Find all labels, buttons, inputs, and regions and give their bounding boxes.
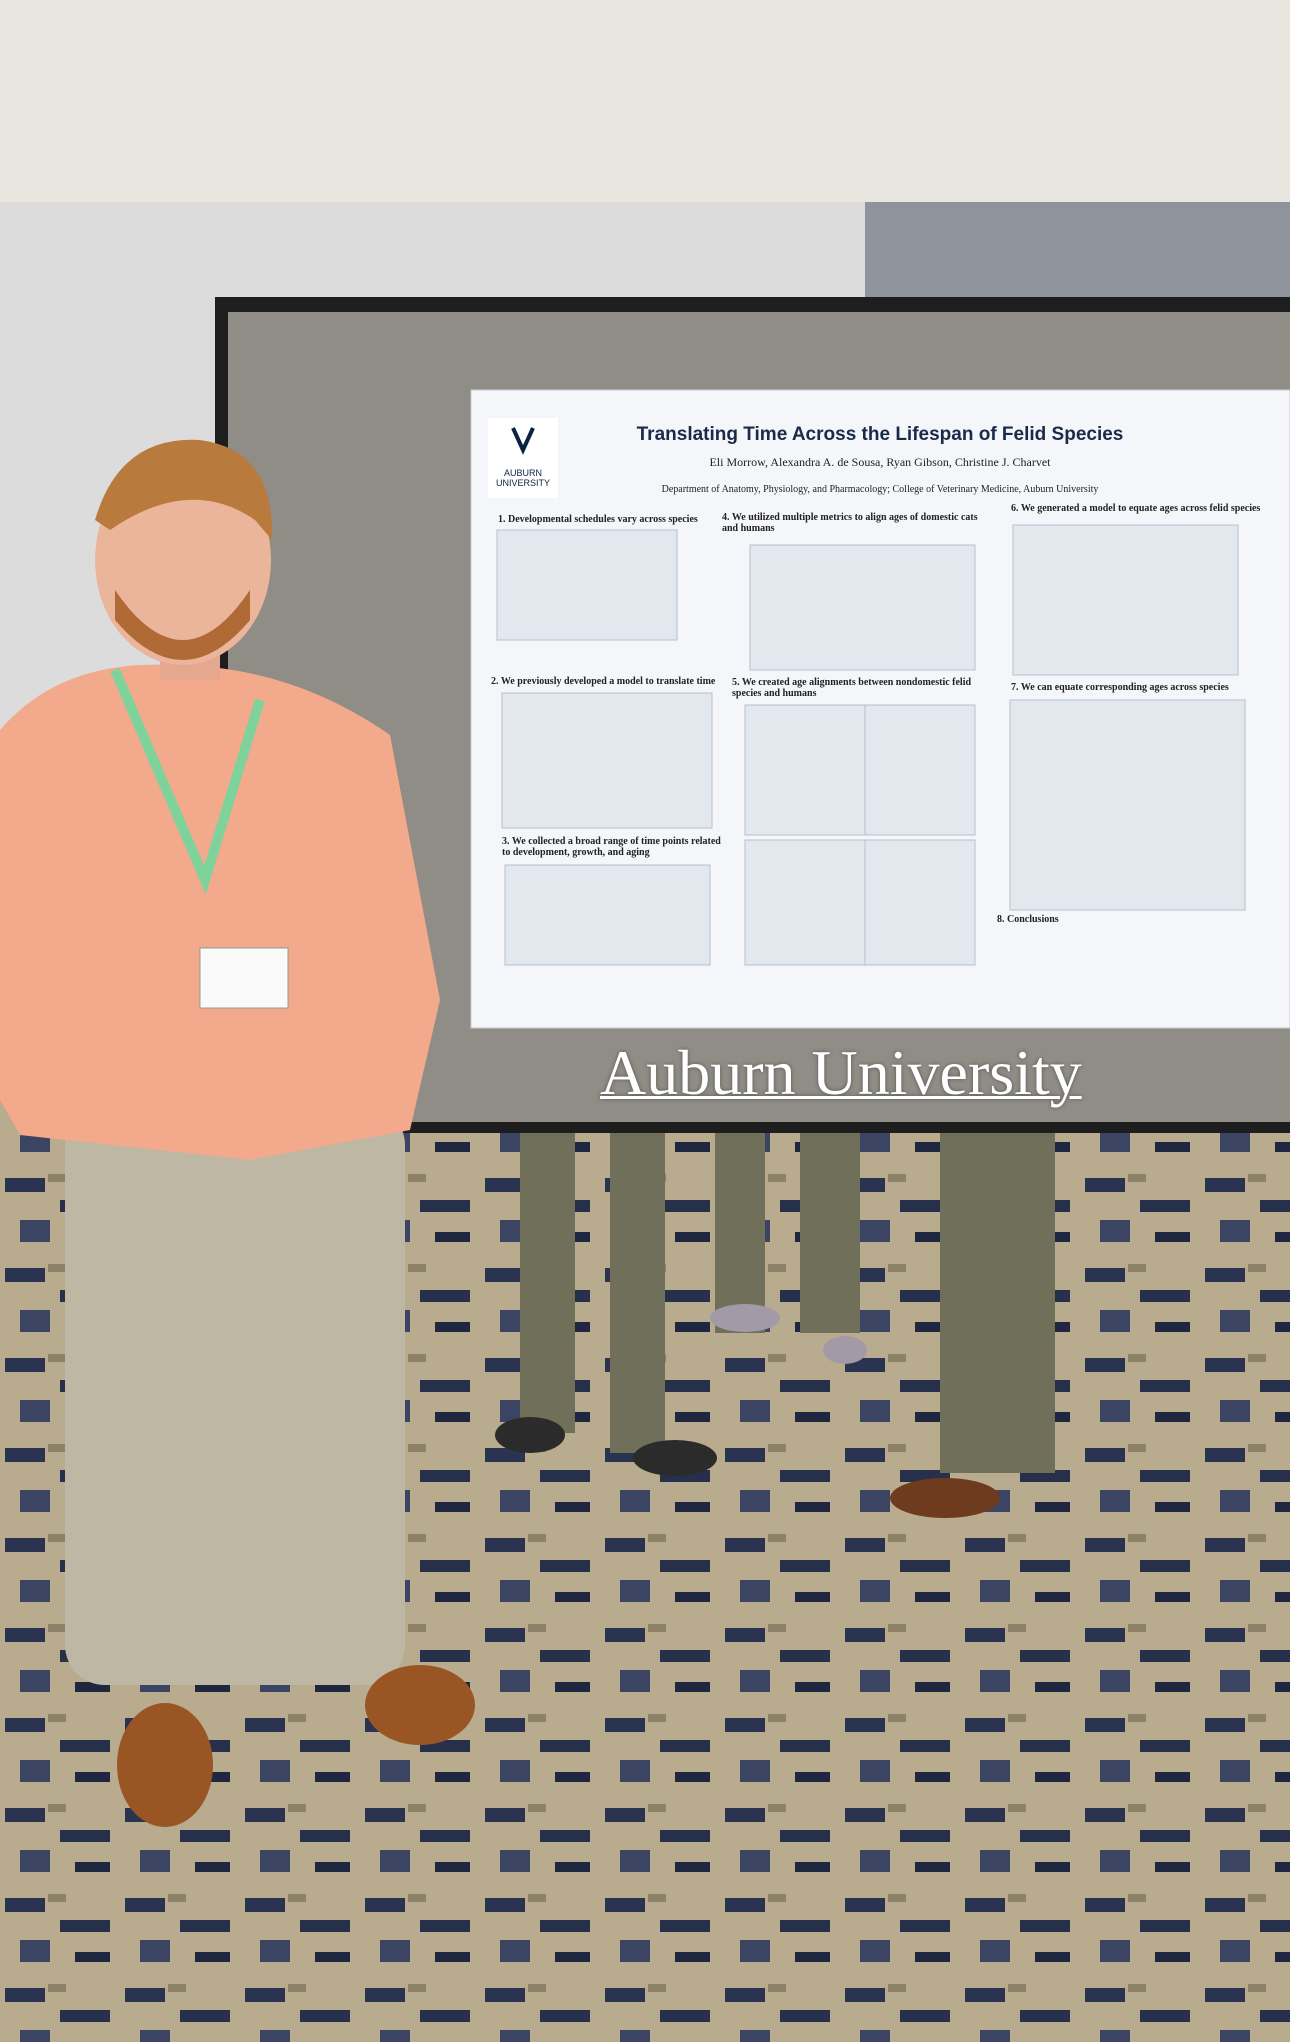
section-heading: 3. We collected a broad range of time po… [502, 836, 721, 858]
wall-panel [865, 202, 1290, 300]
logo-box [488, 418, 558, 498]
logo-mark [511, 427, 535, 455]
section-heading: 7. We can equate corresponding ages acro… [1011, 682, 1229, 693]
section-heading: 4. We utilized multiple metrics to align… [722, 512, 978, 534]
person [0, 439, 475, 1827]
section-heading: 8. Conclusions [997, 914, 1059, 925]
poster-logo: AUBURN UNIVERSITY [495, 468, 550, 488]
poster-affiliation: Department of Anatomy, Physiology, and P… [661, 484, 1099, 495]
caption: Auburn University [600, 1037, 1082, 1108]
visitors-legs [520, 1133, 1055, 1473]
poster-authors: Eli Morrow, Alexandra A. de Sousa, Ryan … [709, 455, 1051, 469]
section-heading: 5. We created age alignments between non… [732, 677, 972, 699]
section-heading: 2. We previously developed a model to tr… [491, 676, 716, 687]
visitors-shoes [495, 1304, 1000, 1518]
poster-figures [496, 524, 1246, 966]
poster-title: Translating Time Across the Lifespan of … [636, 424, 1124, 445]
section-heading: 1. Developmental schedules vary across s… [498, 514, 698, 525]
section-heading: 6. We generated a model to equate ages a… [1011, 503, 1261, 514]
top-band [0, 0, 1290, 202]
